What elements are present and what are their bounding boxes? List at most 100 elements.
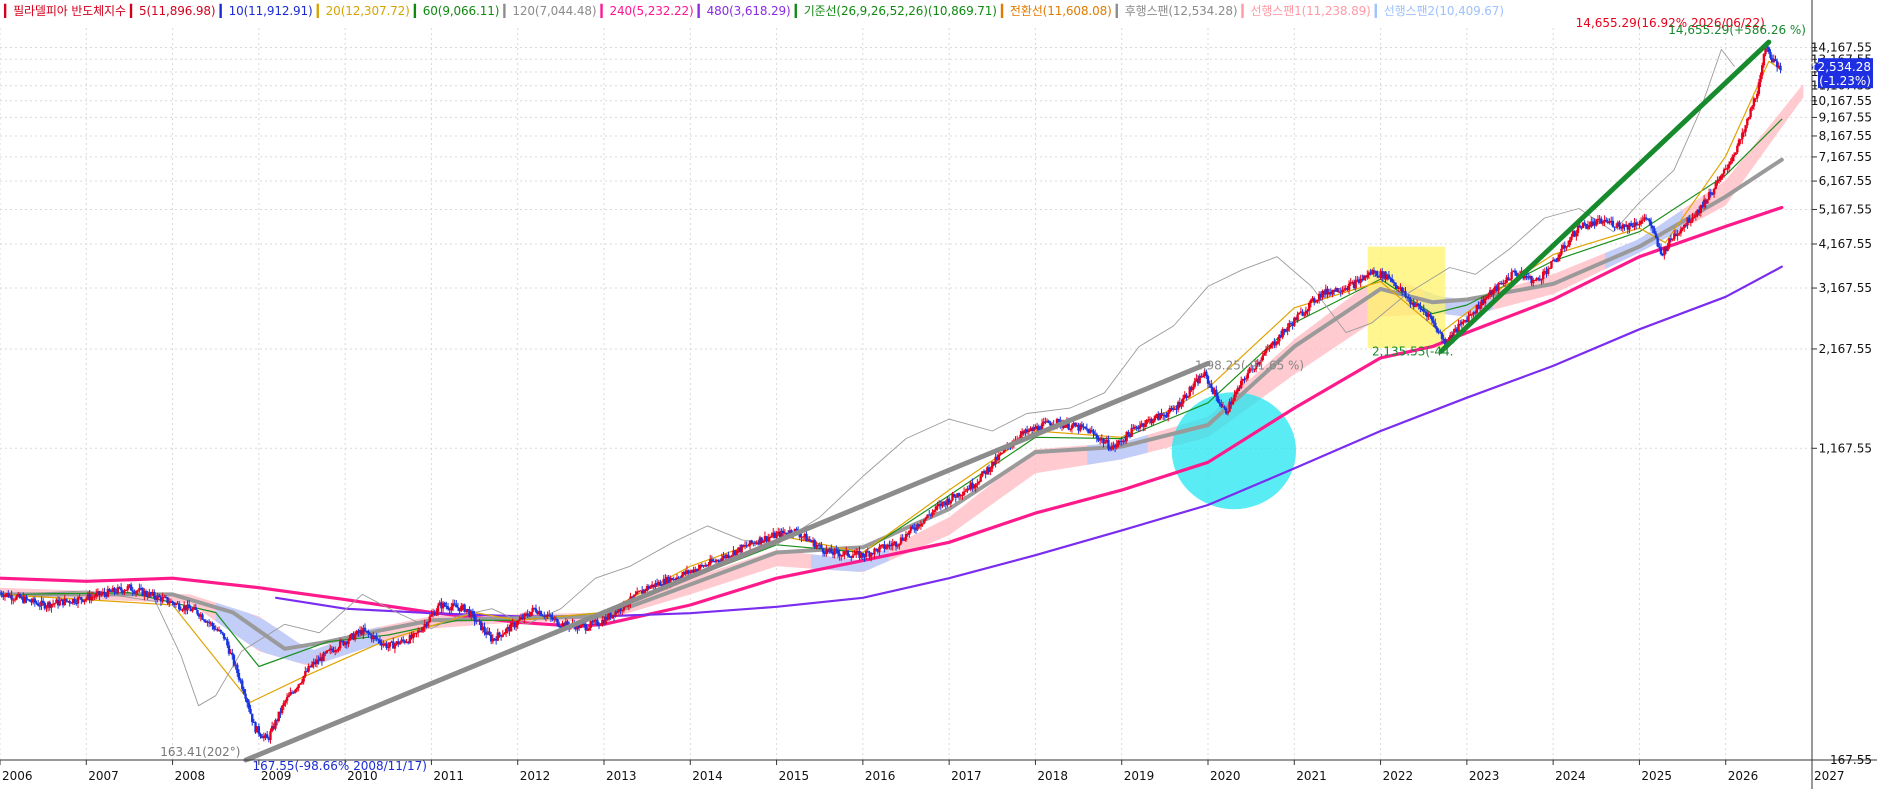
candle-body [838,553,841,557]
candle-body [720,558,724,562]
candle-body [1386,274,1389,280]
candle-body [1595,220,1598,226]
candle-body [650,584,654,587]
recent-trendline [1438,39,1772,354]
candle-body [509,623,513,632]
candle-body [1367,272,1371,276]
candle-body [1170,408,1173,410]
candle-body [484,631,488,635]
candle-body [269,731,272,740]
candle-body [1444,339,1447,346]
candle-body [1327,292,1331,295]
x-tick-label: 2019 [1124,769,1155,783]
candle-body [194,607,198,611]
candle-body [1248,368,1251,374]
candle-body [652,584,655,588]
legend-marker: ▎ [1240,3,1250,18]
candle-body [1734,152,1737,155]
candle-body [810,540,813,543]
candle-body [1465,320,1469,322]
candle-body [728,556,732,559]
y-tick-label: 8,167.55 [1819,129,1872,143]
candle-body [1774,59,1777,62]
candle-body [113,587,116,593]
candle-body [1254,363,1258,370]
candle-body [1223,406,1226,409]
x-tick-label: 2013 [606,769,637,783]
candle-body [1656,237,1659,247]
candle-body [617,607,621,613]
candle-body [1671,239,1674,241]
candle-body [1394,282,1397,287]
candle-body [531,607,534,612]
candle-body [470,611,473,617]
candle-body [1064,425,1067,428]
candle-body [599,624,602,626]
candle-body [22,596,25,603]
candle-body [247,702,251,709]
candle-body [899,537,903,544]
candle-body [1480,299,1483,306]
legend-marker: ▎ [413,3,423,18]
legend-item: 20(12,307.72) [326,4,410,18]
candle-body [1203,371,1206,376]
candle-body [1311,298,1314,300]
candle-body [954,496,957,498]
candle-body [1417,303,1420,307]
candle-body [727,554,730,559]
candle-body [1532,280,1535,284]
candle-body [1449,335,1452,341]
candle-body [168,602,171,604]
candle-body [609,613,612,619]
candle-body [939,503,943,507]
candle-body [1575,232,1578,237]
candle-body [1568,240,1571,246]
candle-body [63,598,66,606]
x-tick-label: 2017 [951,769,982,783]
candle-body [1523,276,1527,279]
candle-body [294,689,297,693]
candle-body [192,607,196,610]
candle-body [239,679,242,681]
candle-body [1322,290,1326,295]
candle-body [1503,282,1507,284]
candle-body [1230,401,1233,405]
candle-body [1475,304,1479,313]
candle-body [465,608,468,612]
candle-body [1133,426,1137,429]
candle-body [75,602,78,604]
candle-body [874,548,878,550]
candle-body [191,609,194,612]
candle-body [782,530,785,534]
candle-body [821,548,825,553]
candle-body [53,603,56,605]
candle-body [252,721,256,723]
candle-body [654,583,657,588]
candle-body [357,630,360,633]
x-tick-label: 2026 [1728,769,1759,783]
candle-body [1067,421,1070,430]
candle-body [1721,173,1724,176]
candle-body [38,605,42,607]
candle-body [1200,375,1203,378]
candle-body [889,545,893,547]
candle-body [835,549,838,551]
candle-body [795,528,798,531]
candle-body [1452,332,1455,339]
candle-body [511,622,514,624]
candle-body [33,598,37,603]
candle-body [1558,254,1561,258]
candle-body [222,633,226,639]
candle-body [602,619,606,625]
candle-body [461,604,465,606]
candle-body [448,609,451,611]
candle-body [518,619,521,621]
candle-body [1661,254,1664,256]
candle-body [1034,427,1037,430]
candle-body [1183,394,1186,399]
candle-body [1161,414,1165,416]
candle-body [1143,424,1147,427]
candle-body [314,661,317,665]
candle-body [962,491,966,495]
candle-body [425,623,428,626]
